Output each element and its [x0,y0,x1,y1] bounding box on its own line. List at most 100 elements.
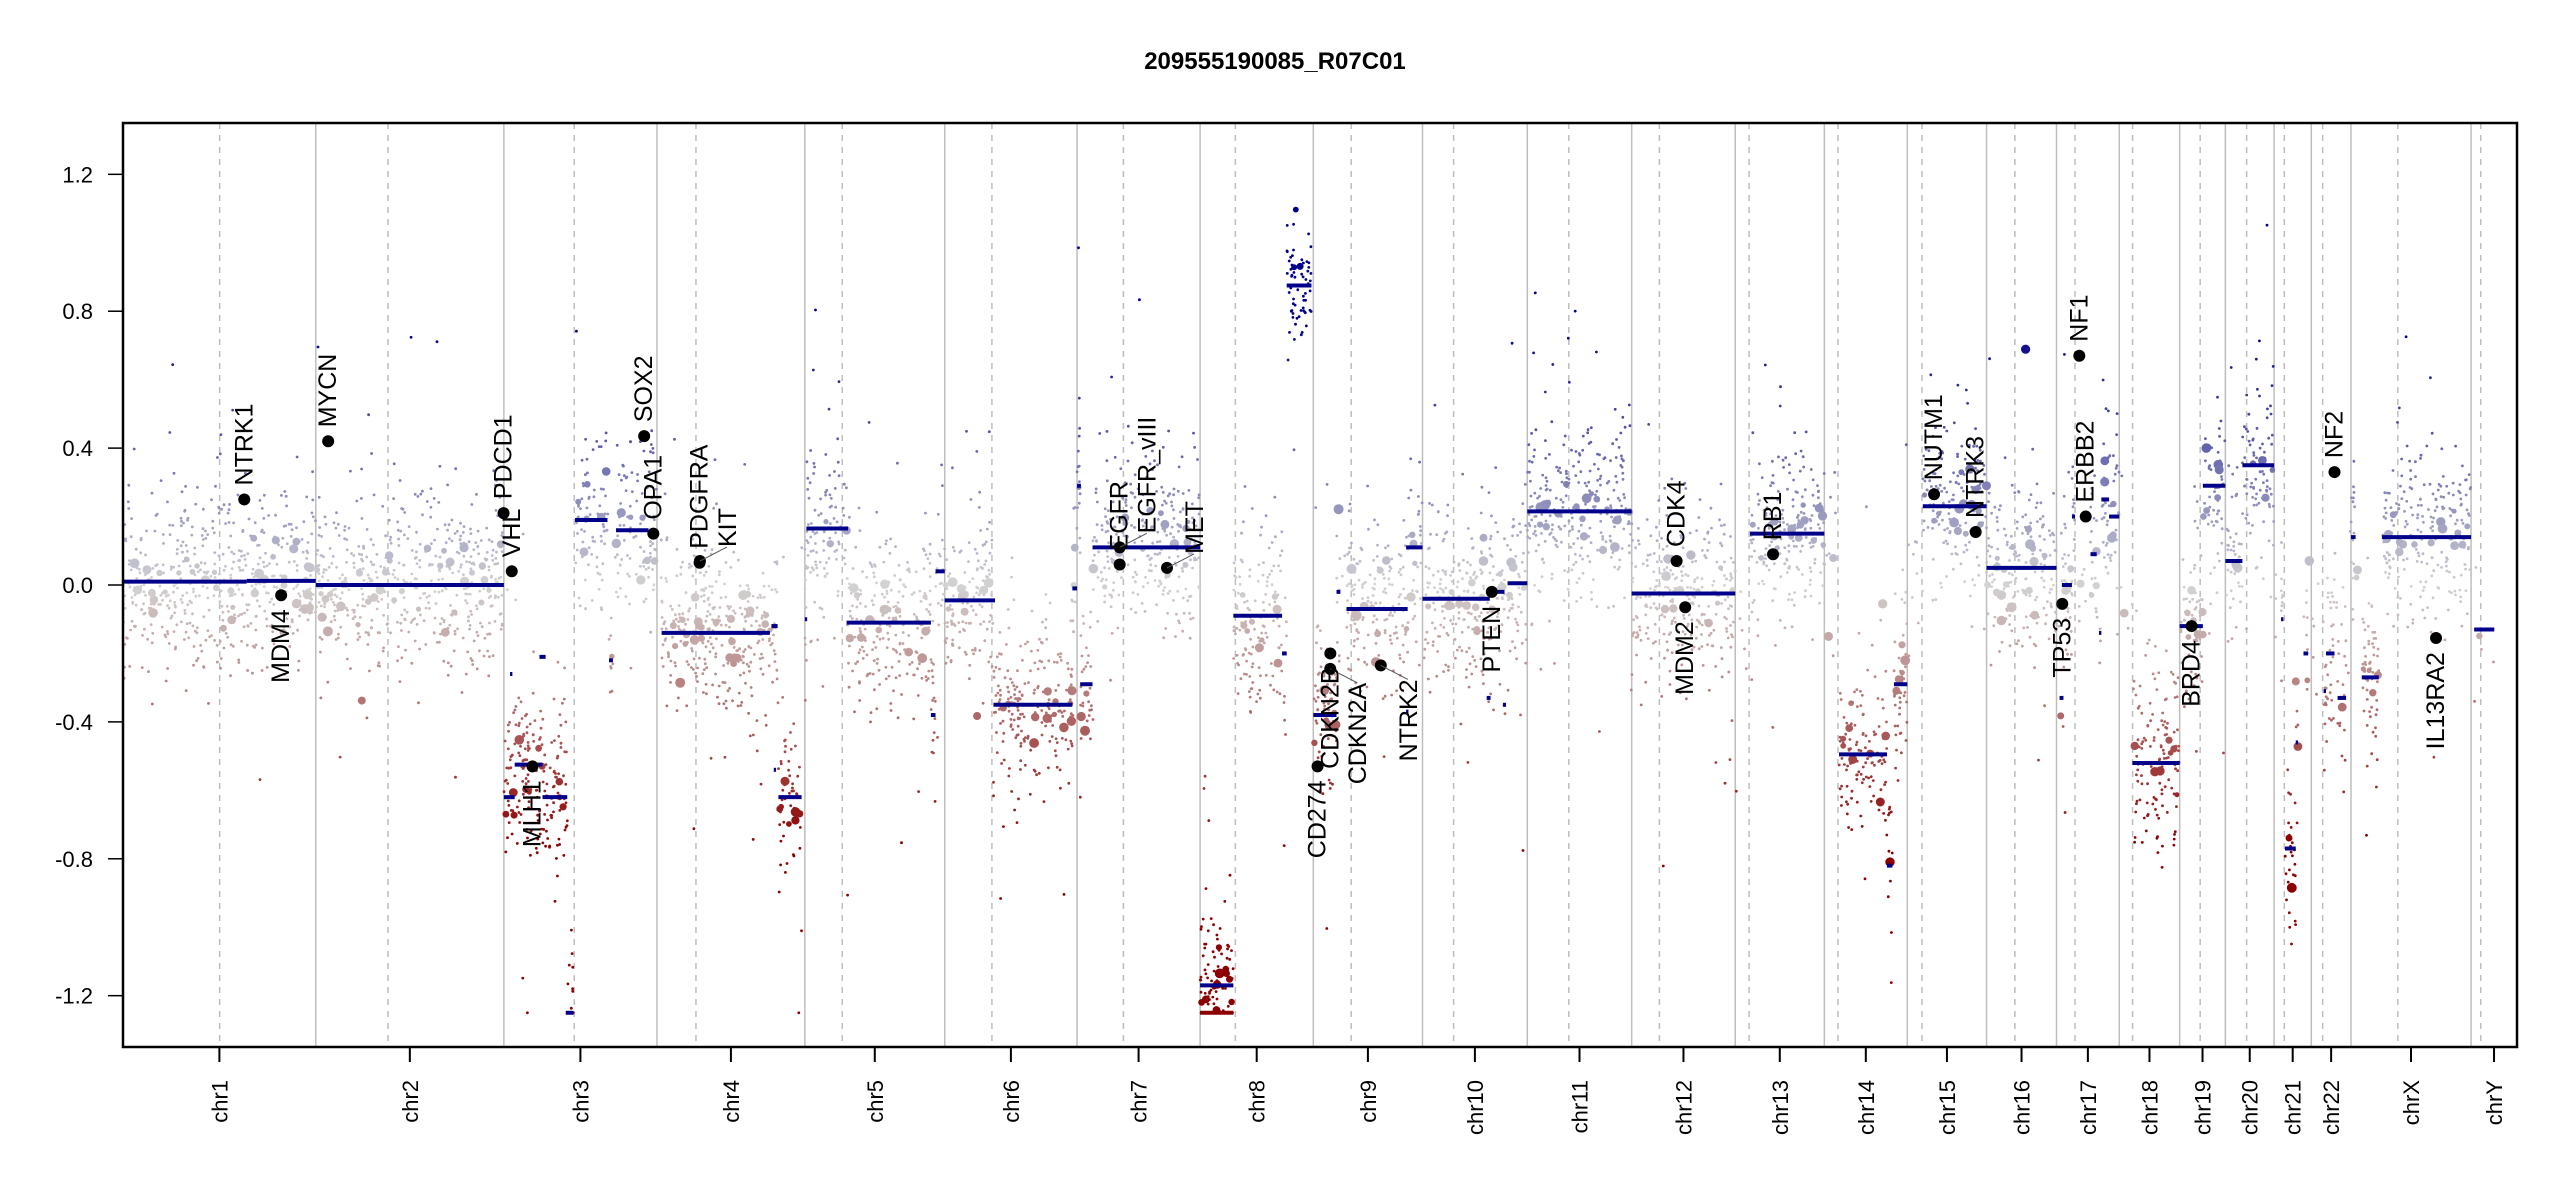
probe-bin-point [922,567,926,571]
probe-bin-point [818,606,822,610]
probe-bin-point [179,577,183,581]
probe-bin-point [1518,593,1522,596]
probe-bin-point [279,574,282,577]
probe-bin-point [370,626,373,630]
probe-bin-point [1964,521,1968,525]
probe-bin-point [212,531,216,535]
probe-bin-point [1251,681,1255,684]
probe-bin-point [999,652,1003,656]
probe-bin-point [139,584,143,588]
probe-bin-point [260,507,264,510]
probe-bin-point [756,596,760,599]
probe-bin-point [1644,603,1648,607]
probe-bin-point [760,652,763,656]
probe-bin-point [1280,530,1284,534]
probe-bin-point [1090,708,1093,712]
probe-bin-point [1706,549,1709,552]
probe-bin-point [1882,812,1885,815]
probe-bin-point [1945,575,1948,578]
probe-bin-point [773,660,777,663]
probe-bin-point [1668,588,1672,592]
probe-bin-point [1887,807,1891,811]
probe-bin-point [1160,519,1170,529]
probe-bin-point [237,661,241,664]
probe-bin-point [1783,546,1787,550]
probe-bin-point [413,556,417,560]
probe-bin-point [989,593,993,596]
probe-bin-point [889,709,893,712]
probe-bin-point [822,615,826,619]
probe-bin-point [725,706,728,710]
probe-bin-point [555,775,558,779]
probe-bin-point [238,569,242,572]
probe-bin-point [604,431,608,435]
probe-bin-point [724,623,728,627]
probe-bin-point [423,591,427,595]
probe-bin-point [1215,944,1222,951]
probe-bin-point [180,490,184,494]
probe-bin-point [574,561,578,565]
probe-bin-point [1070,744,1074,748]
probe-bin-point [1216,965,1220,968]
probe-bin-point [805,530,809,533]
probe-bin-point [1458,569,1462,572]
chart-title: 209555190085_R07C01 [1144,48,1406,75]
probe-bin-point [168,431,172,434]
probe-bin-point [917,653,928,664]
probe-bin-point [345,548,349,552]
probe-bin-point [940,581,944,585]
probe-bin-point [1566,336,1570,340]
probe-bin-point [1197,496,1201,500]
probe-bin-point [347,526,351,530]
probe-bin-point [743,463,747,466]
probe-bin-point [191,624,195,628]
probe-bin-point [1394,625,1398,629]
probe-bin-point [1509,564,1512,568]
probe-bin-point [507,729,510,733]
probe-bin-point [1778,619,1782,622]
probe-bin-point [881,614,885,617]
probe-bin-point [1399,567,1402,571]
probe-bin-point [1555,539,1558,543]
probe-bin-point [183,612,187,615]
probe-bin-point [159,479,163,482]
probe-bin-point [1811,638,1814,641]
probe-bin-point [1734,789,1738,793]
probe-bin-point [1237,663,1240,667]
probe-bin-point [1161,593,1165,596]
probe-bin-point [558,809,562,812]
probe-bin-point [316,345,320,349]
probe-bin-point [536,837,540,841]
probe-bin-point [392,462,396,466]
probe-bin-point [1823,563,1827,566]
probe-bin-point [1264,673,1268,677]
probe-bin-point [233,613,236,617]
probe-bin-point [185,591,189,595]
probe-bin-point [858,629,862,633]
probe-bin-point [849,614,852,618]
probe-bin-point [1809,594,1813,598]
probe-bin-point [147,588,156,597]
probe-bin-point [433,538,436,542]
probe-bin-point [781,788,785,792]
probe-bin-point [1838,787,1842,791]
probe-bin-point [1228,873,1232,877]
probe-bin-point [1164,576,1168,579]
probe-bin-point [861,657,865,660]
probe-bin-point [835,520,839,524]
probe-bin-point [875,707,879,711]
probe-bin-point [1714,761,1718,764]
probe-bin-point [413,639,417,643]
probe-bin-point [1136,593,1140,596]
probe-bin-point [1019,768,1022,771]
probe-bin-point [502,810,510,818]
probe-bin-point [1631,580,1634,584]
probe-bin-point [1494,521,1498,524]
probe-bin-point [602,487,605,491]
probe-bin-point [1970,625,1974,628]
probe-bin-point [271,630,275,634]
probe-bin-point [848,609,852,613]
probe-bin-point [1366,633,1370,637]
probe-bin-point [859,637,862,640]
probe-bin-point [1893,694,1896,698]
